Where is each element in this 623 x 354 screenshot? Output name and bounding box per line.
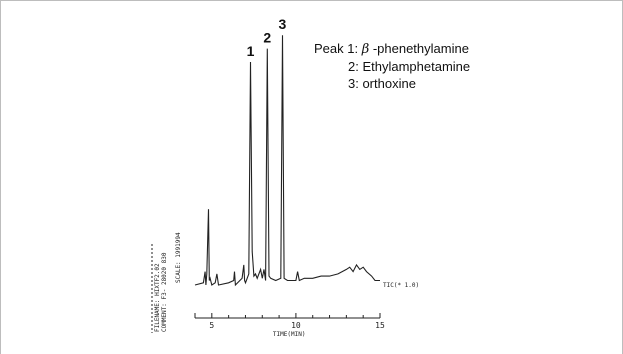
- legend-beta-symbol: β: [361, 42, 370, 57]
- comment-text: COMMENT: F3- 28020 830: [161, 252, 168, 332]
- trace-label: TIC(* 1.0): [383, 282, 419, 289]
- x-tick-label: 5: [209, 321, 214, 330]
- legend-line-1: Peak 1: β -phenethylamine: [314, 40, 470, 58]
- x-tick-label: 10: [291, 321, 301, 330]
- peak-legend: Peak 1: β -phenethylamine 2: Ethylamphet…: [314, 40, 470, 92]
- x-tick-label: 15: [375, 321, 385, 330]
- filename-text: FILENAME: HIXTF2.02: [154, 263, 161, 332]
- x-axis-label: TIME(MIN): [273, 331, 306, 338]
- legend-line-2: 2: Ethylamphetamine: [348, 59, 471, 74]
- peak-label-3: 3: [279, 16, 287, 32]
- tic-trace: [194, 35, 380, 287]
- peak-label-2: 2: [263, 30, 271, 46]
- legend-line-1-prefix: Peak 1:: [314, 41, 362, 56]
- scale-text: SCALE: 1991994: [175, 232, 182, 283]
- legend-line-1-name: -phenethylamine: [369, 41, 469, 56]
- peak-label-1: 1: [247, 43, 255, 59]
- legend-line-3: 3: orthoxine: [348, 76, 416, 91]
